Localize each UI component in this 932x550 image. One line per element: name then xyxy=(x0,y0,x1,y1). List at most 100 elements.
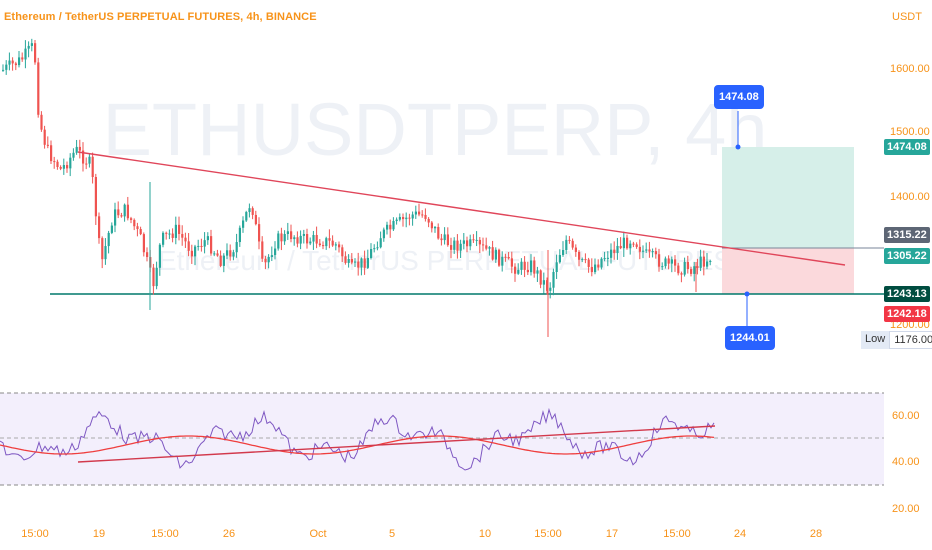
candle-body xyxy=(242,220,245,228)
target-price-tag: 1474.08 xyxy=(884,139,930,155)
candle-body xyxy=(536,270,539,274)
candle-body xyxy=(622,237,625,249)
candle-body xyxy=(584,259,587,261)
candle-body xyxy=(133,219,136,227)
candle-body xyxy=(363,258,366,268)
candle-body xyxy=(40,114,43,130)
candle-body xyxy=(91,156,94,178)
candle-body xyxy=(453,240,456,250)
candles xyxy=(2,38,712,337)
candle-body xyxy=(670,259,673,264)
profit-zone[interactable] xyxy=(722,147,854,248)
candle-body xyxy=(344,256,347,263)
candle-body xyxy=(190,250,193,257)
candle-body xyxy=(590,266,593,273)
candle-body xyxy=(318,243,321,246)
target-anchor xyxy=(735,144,741,150)
candle-body xyxy=(587,259,590,267)
candle-body xyxy=(386,224,389,230)
candle-body xyxy=(178,224,181,234)
candle-body xyxy=(62,165,65,169)
candle-body xyxy=(187,241,190,251)
candle-body xyxy=(530,260,533,273)
candle-body xyxy=(677,265,680,274)
candle-body xyxy=(405,217,408,220)
rsi-tick: 40.00 xyxy=(892,456,920,468)
candle-body xyxy=(107,232,110,247)
candle-body xyxy=(283,233,286,242)
candle-body xyxy=(155,267,158,287)
candle-body xyxy=(370,249,373,258)
candle-body xyxy=(699,256,702,268)
candle-body xyxy=(162,232,165,245)
candle-body xyxy=(171,233,174,238)
target-callout[interactable]: 1474.08 xyxy=(714,85,764,109)
loss-zone[interactable] xyxy=(722,248,854,294)
candle-body xyxy=(251,208,254,215)
candle-body xyxy=(142,234,145,253)
candle-body xyxy=(450,245,453,250)
candle-body xyxy=(50,145,53,162)
candle-body xyxy=(478,239,481,245)
candle-body xyxy=(379,238,382,248)
candle-body xyxy=(66,165,69,169)
candle-body xyxy=(280,233,283,242)
price-axis[interactable]: USDT 1600.00 1500.00 1400.00 1200.00 xyxy=(890,11,930,331)
candle-body xyxy=(110,225,113,233)
time-tick: 10 xyxy=(479,528,491,540)
price-tick: 1200.00 xyxy=(890,319,930,331)
candle-body xyxy=(619,245,622,249)
candle-body xyxy=(626,237,629,249)
candle-body xyxy=(274,248,277,256)
candle-body xyxy=(571,240,574,248)
candle-body xyxy=(18,57,21,66)
candle-body xyxy=(469,239,472,247)
candle-body xyxy=(21,57,24,60)
candle-body xyxy=(635,244,638,247)
candle-body xyxy=(651,251,654,253)
low-label: Low xyxy=(865,333,886,345)
candle-body xyxy=(184,237,187,242)
time-tick: 17 xyxy=(606,528,618,540)
candle-body xyxy=(680,273,683,275)
candle-body xyxy=(667,258,670,264)
candle-body xyxy=(248,208,251,213)
candle-body xyxy=(245,212,248,221)
candle-body xyxy=(347,259,350,263)
rsi-trendline[interactable] xyxy=(77,425,716,463)
candle-body xyxy=(37,62,40,115)
time-tick: 15:00 xyxy=(663,528,691,540)
candle-body xyxy=(427,218,430,223)
candle-body xyxy=(430,222,433,229)
candle-body xyxy=(395,219,398,221)
candle-body xyxy=(408,217,411,219)
candle-body xyxy=(462,240,465,244)
candle-body xyxy=(526,269,529,273)
rsi-band xyxy=(0,393,884,485)
candle-body xyxy=(562,250,565,256)
candle-body xyxy=(101,238,104,260)
candle-body xyxy=(510,258,513,267)
entry-price-tag: 1315.22 xyxy=(884,227,930,243)
rsi-axis[interactable]: 60.00 40.00 20.00 xyxy=(892,410,920,515)
candle-body xyxy=(59,166,62,169)
candle-body xyxy=(494,249,497,260)
candle-body xyxy=(299,235,302,244)
stop-callout[interactable]: 1244.01 xyxy=(725,326,775,350)
descending-trendline[interactable] xyxy=(77,151,846,266)
candle-body xyxy=(290,231,293,240)
candle-body xyxy=(472,239,475,241)
time-tick: 5 xyxy=(389,528,395,540)
candle-body xyxy=(594,264,597,273)
time-axis[interactable]: 15:00 19 15:00 26 Oct 5 10 15:00 17 15:0… xyxy=(21,528,822,540)
candle-body xyxy=(235,242,238,253)
candle-body xyxy=(72,152,75,158)
candle-body xyxy=(398,217,401,220)
candle-body xyxy=(254,214,257,225)
candle-body xyxy=(690,269,693,274)
candle-body xyxy=(56,161,59,167)
candle-body xyxy=(194,246,197,257)
candle-body xyxy=(309,241,312,244)
candle-body xyxy=(88,156,91,164)
